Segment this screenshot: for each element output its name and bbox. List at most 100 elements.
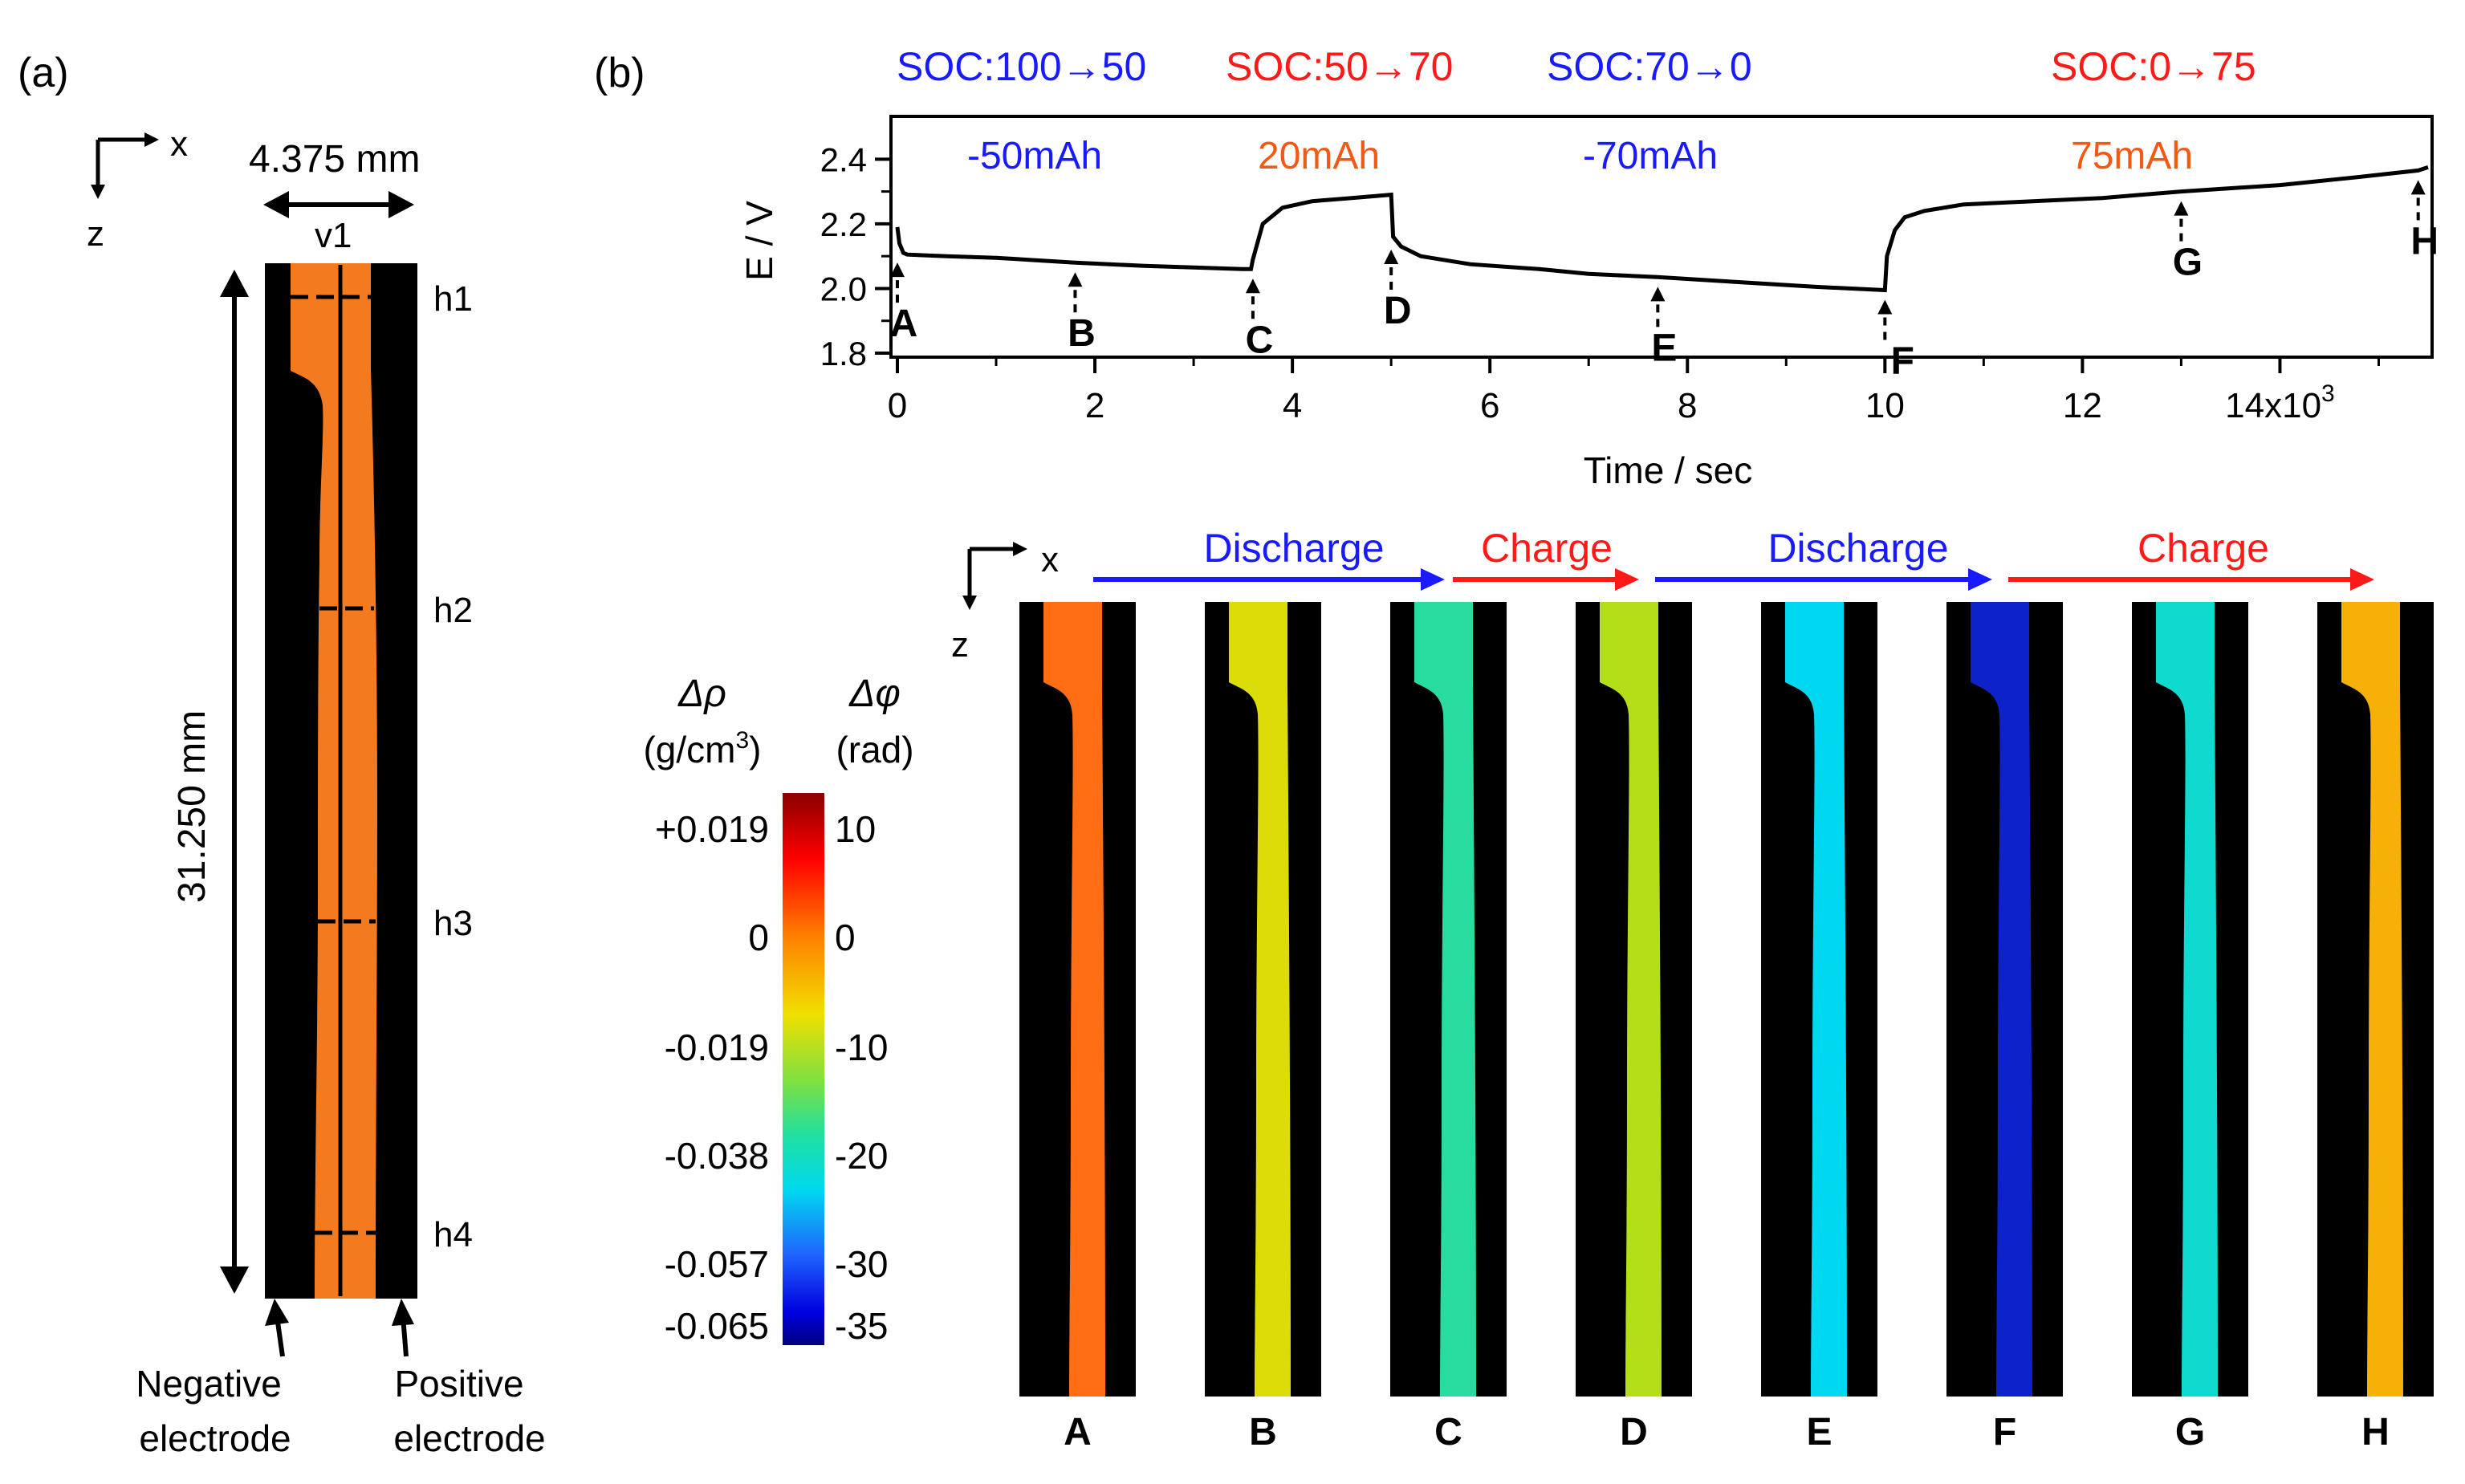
snapshot-negative-electrode [2132,602,2186,1397]
x-tick-exponent: 3 [2321,380,2335,407]
width-dimension-arrow [263,191,414,218]
panel-a-z-axis-label: z [87,214,104,254]
x-tick-label: 10 [1865,386,1905,425]
v1-label: v1 [315,216,352,255]
chart-marker-label: C [1246,319,1274,361]
positive-electrode-label-line2: electrode [393,1417,545,1459]
snapshot-b: B [1205,602,1321,1454]
y-tick-label: 2.2 [820,205,867,243]
snapshot-positive-electrode [1102,602,1136,1397]
colorbar-rho-tick: -0.065 [665,1305,769,1347]
snapshot-d: D [1576,602,1692,1454]
colorbar-phi-unit: (rad) [836,729,913,770]
height-dimension-arrow [220,270,249,1294]
chart-marker-h: H [2410,180,2439,262]
colorbar-ticks: +0.019 0 -0.019 -0.038 -0.057 -0.065 10 0 -10 -20… [655,808,888,1347]
panel-a-label: (a) [18,50,69,96]
snapshot-negative-electrode [1390,602,1444,1397]
snapshot-label: C [1434,1411,1462,1454]
chart-marker-c: C [1246,279,1274,361]
cap-label-4: 75mAh [2071,135,2193,177]
colorbar-phi-tick: 0 [835,917,856,958]
cap-label-3: -70mAh [1583,135,1718,177]
chart-marker-label: A [890,303,918,345]
negative-electrode-shape [265,263,323,1299]
chart-marker-d: D [1384,250,1412,332]
snapshot-label: H [2361,1411,2390,1454]
snapshot-positive-electrode [1844,602,1877,1397]
height-dimension-label: 31.250 mm [171,710,214,903]
h4-label: h4 [433,1215,473,1254]
chart-marker-label: F [1891,339,1914,382]
negative-electrode-label-line1: Negative [136,1363,282,1405]
chart-marker-label: B [1068,312,1096,355]
charge-label-2: Charge [2138,526,2269,571]
negative-electrode-label-line2: electrode [139,1417,291,1459]
h3-label: h3 [433,904,473,943]
chart-marker-e: E [1650,287,1677,369]
snapshot-label: A [1064,1411,1092,1454]
width-dimension-label: 4.375 mm [249,138,420,181]
colorbar-phi-tick: -35 [835,1305,888,1347]
y-tick-label: 2.4 [820,140,867,178]
chart-ticks: 0 2 4 6 8 10 12 14x103 1.8 2.0 2.2 2.4 [820,140,2380,425]
snapshot-a: A [1019,602,1136,1454]
x-tick-label: 4 [1283,386,1302,425]
colorbar-phi-title: Δφ [848,673,901,715]
discharge-label-1: Discharge [1203,526,1384,571]
colorbar: Δρ (g/cm3) Δφ (rad) +0.019 0 -0.019 -0.038 -… [643,673,913,1347]
panel-b: (b) SOC:100→50 SOC:50→70 SOC:70→0 SOC:0→… [594,44,2439,1454]
snapshot-label: G [2175,1411,2205,1454]
panel-b-label: (b) [594,50,645,96]
x-tick-label: 8 [1678,386,1697,425]
y-tick-label: 2.0 [820,270,867,307]
snapshot-negative-electrode [1761,602,1815,1397]
electrode-pointer-arrows [265,1299,414,1357]
chart-marker-label: E [1651,327,1677,369]
chart-y-axis-label: E / V [738,201,780,281]
chart-marker-label: D [1384,290,1412,332]
colorbar-phi-tick: -20 [835,1135,888,1177]
soc-label-4: SOC:0→75 [2051,44,2256,89]
panel-a-x-axis-label: x [170,124,188,164]
chart-markers: A B C D E F G H [890,180,2439,382]
cap-label-1: -50mAh [967,135,1102,177]
x-tick-label: 12 [2063,386,2102,425]
snapshot-g: G [2132,602,2248,1454]
snapshot-positive-electrode [1473,602,1507,1397]
colorbar-rho-tick: -0.057 [665,1243,769,1285]
snapshot-label: F [1993,1411,2016,1454]
snapshot-positive-electrode [2029,602,2063,1397]
snapshot-negative-electrode [1205,602,1259,1397]
snapshot-negative-electrode [2317,602,2371,1397]
snapshot-positive-electrode [2400,602,2434,1397]
cap-label-2: 20mAh [1258,135,1380,177]
panel-b-z-axis-label: z [951,625,969,665]
panel-b-x-axis-label: x [1041,540,1059,579]
x-tick-label: 0 [888,386,907,425]
snapshot-h: H [2317,602,2434,1454]
colorbar-rho-tick: +0.019 [655,808,769,850]
snapshot-f: F [1946,602,2063,1454]
chart-marker-g: G [2173,201,2203,284]
colorbar-phi-tick: -30 [835,1243,888,1285]
chart-marker-f: F [1877,299,1914,382]
snapshot-label: D [1620,1411,1648,1454]
snapshot-c: C [1390,602,1507,1454]
snapshot-positive-electrode [2215,602,2248,1397]
snapshot-negative-electrode [1946,602,2000,1397]
snapshot-e: E [1761,602,1877,1454]
snapshot-label: B [1249,1411,1277,1454]
discharge-label-2: Discharge [1767,526,1948,571]
snapshot-images: A B C D E F G H [1019,602,2434,1454]
positive-electrode-label-line1: Positive [394,1363,523,1405]
chart-marker-a: A [890,262,918,345]
x-tick-label: 14x103 [2225,380,2335,425]
voltage-chart: 0 2 4 6 8 10 12 14x103 1.8 2.0 2.2 2.4 A B C D E F G H -50… [738,115,2439,491]
colorbar-rho-unit-base: (g/cm [643,729,735,770]
soc-label-3: SOC:70→0 [1547,44,1752,89]
h2-label: h2 [433,591,473,630]
cell-schematic [265,263,417,1299]
chart-marker-label: H [2410,220,2439,262]
